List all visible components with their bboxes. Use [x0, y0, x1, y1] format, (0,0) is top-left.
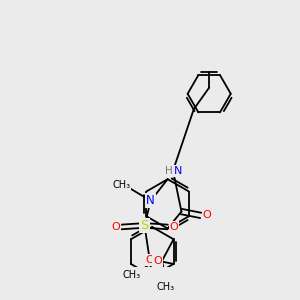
Text: O: O	[202, 210, 211, 220]
Text: O: O	[169, 222, 178, 232]
Text: S: S	[140, 219, 149, 232]
Text: N: N	[146, 194, 155, 207]
Text: O: O	[111, 222, 120, 232]
Text: O: O	[153, 256, 162, 266]
Text: CH₃: CH₃	[112, 180, 130, 190]
Text: N: N	[173, 166, 182, 176]
Text: O: O	[145, 255, 154, 265]
Text: CH₃: CH₃	[157, 282, 175, 292]
Text: CH₃: CH₃	[122, 271, 140, 281]
Text: H: H	[164, 166, 172, 176]
